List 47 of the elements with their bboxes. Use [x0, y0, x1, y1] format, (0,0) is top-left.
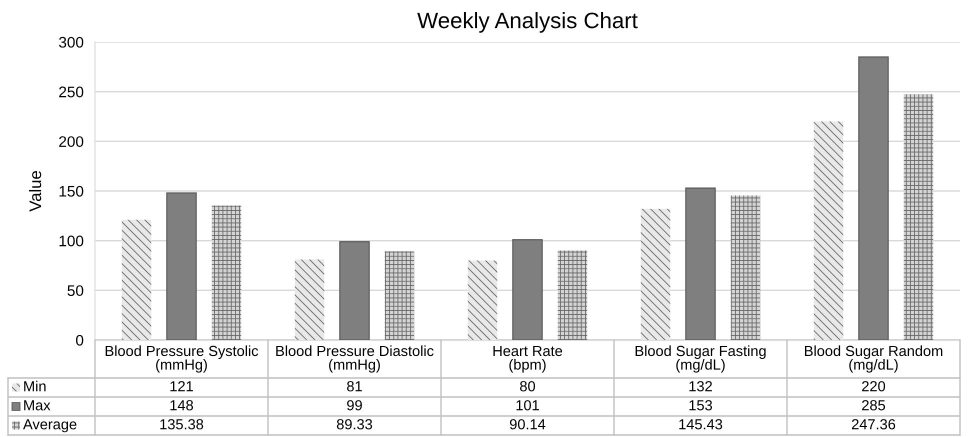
data-label: 99: [347, 400, 362, 410]
data-label: 101: [516, 400, 539, 410]
bar: [339, 241, 370, 340]
y-tick-label: 300: [58, 36, 84, 48]
y-tick-label: 50: [68, 285, 84, 296]
x-tick-label: Heart Rate (bpm): [493, 346, 562, 373]
data-label: 153: [689, 400, 712, 410]
legend-label: Max: [24, 400, 50, 410]
bar: [558, 250, 588, 340]
data-label: 285: [862, 400, 886, 410]
bar: [384, 251, 414, 340]
data-label: 89.33: [336, 419, 372, 430]
y-tick-label: 100: [60, 236, 84, 246]
data-label: 135.38: [160, 419, 204, 430]
y-tick-label: 0: [76, 334, 84, 346]
bar: [685, 187, 716, 340]
bar: [468, 260, 498, 340]
data-label: 148: [170, 400, 194, 410]
x-tick-label: Blood Pressure Diastolic (mmHg): [276, 345, 434, 373]
legend-label: Min: [24, 380, 46, 392]
x-tick-label: Blood Pressure Systolic (mmHg): [106, 345, 258, 373]
data-label: 132: [689, 381, 712, 392]
x-tick-label: Blood Sugar Fasting (mg/dL): [636, 345, 766, 373]
bar: [294, 260, 324, 340]
bar: [814, 121, 844, 340]
data-label: 247.36: [852, 419, 896, 430]
data-label: 121: [170, 381, 193, 392]
bar: [904, 94, 934, 340]
data-label: 81: [347, 381, 362, 392]
y-tick-label: 150: [60, 186, 84, 197]
y-tick-label: 250: [59, 86, 84, 98]
bar: [122, 220, 152, 340]
bar: [166, 192, 197, 340]
bar: [212, 206, 242, 340]
data-label: 145.43: [679, 419, 722, 430]
y-tick-label: 200: [59, 136, 84, 148]
bar: [512, 239, 543, 340]
bar: [858, 56, 889, 340]
bar: [730, 196, 760, 340]
x-tick-label: Blood Sugar Random (mg/dL): [804, 345, 942, 373]
y-axis-title: Value: [28, 171, 42, 212]
bar: [640, 208, 670, 340]
data-label: 90.14: [510, 419, 546, 430]
data-label: 80: [520, 381, 536, 392]
data-label: 220: [862, 381, 886, 392]
chart-title: Weekly Analysis Chart: [417, 12, 638, 33]
legend-label: Average: [23, 419, 76, 432]
